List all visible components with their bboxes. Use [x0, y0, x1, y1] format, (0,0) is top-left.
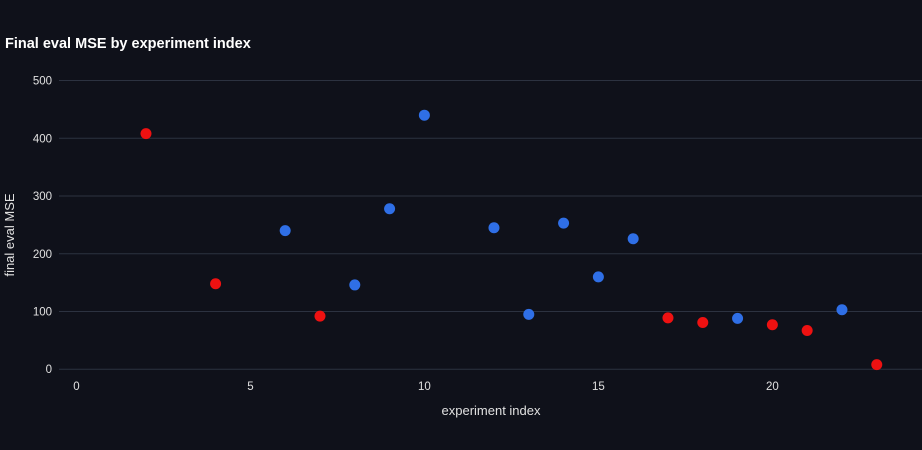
- y-tick-label: 300: [33, 191, 52, 203]
- y-tick-labels: 0 100 200 300 400 500: [33, 76, 52, 377]
- gridlines: [59, 80, 922, 370]
- y-axis-label: final eval MSE: [2, 193, 17, 276]
- data-point-blue[interactable]: [279, 225, 291, 237]
- data-point-red[interactable]: [662, 312, 674, 324]
- data-point-red[interactable]: [871, 359, 883, 371]
- data-point-red[interactable]: [801, 325, 813, 337]
- data-point-blue[interactable]: [592, 271, 604, 283]
- data-point-blue[interactable]: [836, 304, 848, 316]
- y-tick-label: 100: [33, 306, 52, 318]
- chart-title: Final eval MSE by experiment index: [5, 36, 251, 52]
- x-axis-label: experiment index: [442, 403, 541, 418]
- data-point-red[interactable]: [140, 128, 152, 140]
- x-tick-label: 5: [247, 381, 253, 393]
- data-point-red[interactable]: [766, 319, 778, 331]
- y-tick-label: 500: [33, 76, 52, 88]
- x-tick-label: 0: [73, 381, 79, 393]
- data-point-red[interactable]: [314, 310, 326, 322]
- data-point-red[interactable]: [210, 278, 222, 290]
- x-tick-label: 15: [592, 381, 605, 393]
- x-tick-label: 10: [418, 381, 431, 393]
- data-point-red[interactable]: [697, 316, 709, 328]
- y-tick-label: 200: [33, 249, 52, 261]
- data-point-blue[interactable]: [418, 109, 430, 121]
- data-point-blue[interactable]: [488, 222, 500, 234]
- data-point-blue[interactable]: [627, 233, 639, 245]
- data-point-blue[interactable]: [732, 312, 744, 324]
- data-points: [140, 109, 883, 371]
- data-point-blue[interactable]: [558, 217, 570, 229]
- y-tick-label: 400: [33, 133, 52, 145]
- x-tick-labels: 0 5 10 15 20: [73, 381, 779, 393]
- data-point-blue[interactable]: [349, 279, 361, 291]
- data-point-blue[interactable]: [384, 203, 396, 215]
- data-point-blue[interactable]: [523, 308, 535, 320]
- x-tick-label: 20: [766, 381, 779, 393]
- y-tick-label: 0: [46, 364, 52, 376]
